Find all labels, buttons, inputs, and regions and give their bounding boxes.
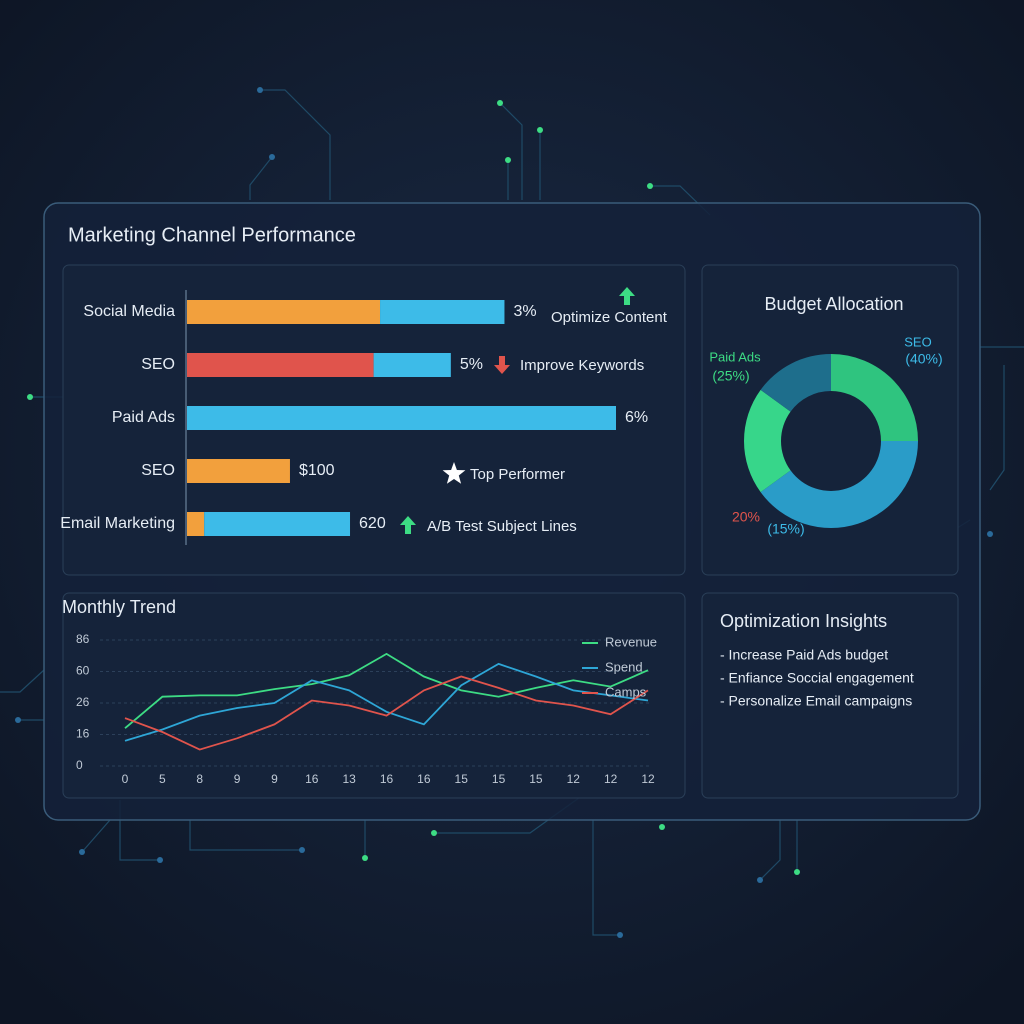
x-tick-label: 13: [342, 772, 356, 786]
insight-item: - Enfiance Soccial engagement: [720, 670, 914, 686]
dashboard-title: Marketing Channel Performance: [68, 224, 356, 246]
bar-end-label: 3%: [513, 303, 536, 320]
bar-end-label: 620: [359, 515, 386, 532]
donut-slice: [760, 441, 918, 528]
slice-label: 20%: [732, 509, 760, 525]
x-tick-label: 5: [159, 772, 166, 786]
y-tick-label: 86: [76, 632, 90, 646]
x-tick-label: 12: [641, 772, 655, 786]
star-icon: [442, 462, 466, 484]
y-tick-label: 26: [76, 695, 90, 709]
x-tick-label: 9: [234, 772, 241, 786]
legend-label: Camps: [605, 684, 647, 699]
x-tick-label: 16: [380, 772, 394, 786]
bar-end-label: 6%: [625, 409, 648, 426]
bar-segment: [187, 353, 374, 377]
bar-segment: [380, 300, 505, 324]
donut-title: Budget Allocation: [764, 294, 903, 314]
note-label: Improve Keywords: [520, 357, 644, 374]
category-label: Social Media: [83, 303, 175, 320]
bar-segment: [187, 459, 290, 483]
x-tick-label: 16: [417, 772, 431, 786]
bar-segment: [187, 512, 205, 536]
x-tick-label: 9: [271, 772, 278, 786]
bar-end-label: 5%: [460, 356, 483, 373]
donut-slice: [744, 389, 791, 493]
legend-label: Spend: [605, 659, 643, 674]
bar-segment: [204, 512, 351, 536]
bar-end-label: $100: [299, 462, 335, 479]
up-arrow-icon: [619, 287, 635, 305]
slice-label: (15%): [767, 521, 804, 537]
insight-item: - Increase Paid Ads budget: [720, 647, 888, 663]
donut-slice: [760, 354, 831, 412]
bar-segment: [187, 406, 616, 430]
bar-segment: [373, 353, 451, 377]
slice-label: (40%): [905, 351, 942, 367]
x-tick-label: 16: [305, 772, 319, 786]
x-tick-label: 15: [529, 772, 543, 786]
x-tick-label: 15: [492, 772, 506, 786]
category-label: Paid Ads: [112, 409, 175, 426]
x-tick-label: 15: [455, 772, 469, 786]
y-tick-label: 16: [76, 727, 90, 741]
category-label: Email Marketing: [60, 515, 175, 532]
line-title: Monthly Trend: [62, 597, 176, 617]
y-tick-label: 0: [76, 758, 83, 772]
up-arrow-icon: [400, 516, 416, 534]
category-label: SEO: [141, 356, 175, 373]
x-tick-label: 0: [122, 772, 129, 786]
bar-segment: [187, 300, 381, 324]
x-tick-label: 12: [604, 772, 618, 786]
note-label: A/B Test Subject Lines: [427, 518, 577, 535]
slice-label: (25%): [712, 368, 749, 384]
slice-name: SEO: [904, 334, 931, 349]
y-tick-label: 60: [76, 664, 90, 678]
line-series: [124, 662, 649, 742]
note-label: Top Performer: [470, 466, 565, 483]
line-series: [124, 675, 649, 751]
insights-title: Optimization Insights: [720, 611, 887, 631]
x-tick-label: 12: [567, 772, 581, 786]
note-label: Optimize Content: [551, 309, 668, 326]
x-tick-label: 8: [196, 772, 203, 786]
slice-name: Paid Ads: [709, 349, 761, 364]
donut-slice: [831, 354, 918, 441]
legend-label: Revenue: [605, 634, 657, 649]
line-panel: [62, 592, 686, 799]
line-series: [124, 652, 649, 729]
down-arrow-icon: [494, 356, 510, 374]
category-label: SEO: [141, 462, 175, 479]
insight-item: - Personalize Email campaigns: [720, 693, 912, 709]
insights-panel: [701, 592, 959, 799]
